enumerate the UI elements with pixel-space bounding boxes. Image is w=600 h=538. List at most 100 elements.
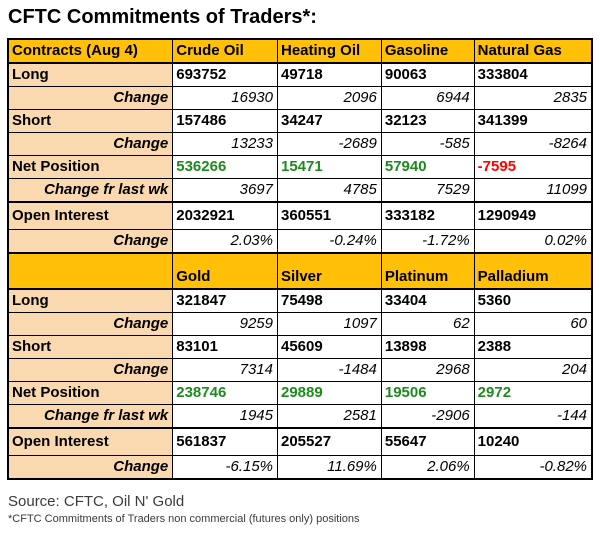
table-cell: 3697 [172, 178, 278, 203]
table-cell: 4785 [277, 178, 382, 203]
table-cell: 32123 [380, 109, 475, 133]
header-contracts: Contracts (Aug 4) [7, 38, 174, 64]
table-cell: 34247 [277, 109, 382, 133]
table-row-long: Long 321847 75498 33404 5360 [7, 288, 593, 313]
net-position-cell: 57940 [380, 155, 475, 179]
row-label: Open Interest [7, 427, 174, 456]
table-cell: -585 [380, 132, 475, 156]
table-cell: 75498 [277, 288, 382, 313]
table-cell: 1945 [172, 404, 278, 429]
table-cell: 2388 [473, 335, 593, 359]
table-row-short: Short 83101 45609 13898 2388 [7, 335, 593, 359]
table-row-change-fr-last-wk: Change fr last wk 1945 2581 -2906 -144 [7, 404, 593, 429]
row-label: Long [7, 288, 174, 313]
net-position-cell: -7595 [473, 155, 593, 179]
table-cell: 90063 [380, 62, 475, 87]
table-cell: -1.72% [380, 229, 475, 254]
table-cell: 13233 [172, 132, 278, 156]
table-cell: 16930 [172, 86, 278, 110]
table-row-short: Short 157486 34247 32123 341399 [7, 109, 593, 133]
header-silver: Silver [277, 252, 382, 290]
row-label: Change [7, 132, 174, 156]
header-gold: Gold [172, 252, 278, 290]
row-label: Change [7, 229, 174, 254]
table-cell: -8264 [473, 132, 593, 156]
table-cell: 2096 [277, 86, 382, 110]
table-cell: 49718 [277, 62, 382, 87]
table-cell: -1484 [277, 358, 382, 382]
source-text: Source: CFTC, Oil N' Gold [8, 493, 185, 510]
table-cell: 7314 [172, 358, 278, 382]
table-section-metals: Gold Silver Platinum Palladium Long 3218… [7, 252, 593, 480]
table-cell: 33404 [380, 288, 475, 313]
page-title: CFTC Commitments of Traders*: [8, 6, 317, 28]
table-row-long-change: Change 9259 1097 62 60 [7, 312, 593, 336]
table-cell: 2968 [380, 358, 475, 382]
table-row-change-fr-last-wk: Change fr last wk 3697 4785 7529 11099 [7, 178, 593, 203]
row-label: Short [7, 109, 174, 133]
header-blank [7, 252, 174, 290]
table-row-oi-change: Change 2.03% -0.24% -1.72% 0.02% [7, 229, 593, 254]
row-label: Net Position [7, 381, 174, 405]
row-label: Short [7, 335, 174, 359]
table-cell: 9259 [172, 312, 278, 336]
table-row-open-interest: Open Interest 561837 205527 55647 10240 [7, 427, 593, 456]
row-label: Change [7, 358, 174, 382]
table-cell: 205527 [277, 427, 382, 456]
table-cell: 333182 [380, 201, 475, 230]
table-cell: 0.02% [473, 229, 593, 254]
net-position-cell: 19506 [380, 381, 475, 405]
table-cell: 204 [473, 358, 593, 382]
row-label: Change [7, 86, 174, 110]
table-cell: -0.24% [277, 229, 382, 254]
net-position-cell: 536266 [172, 155, 278, 179]
row-label: Change fr last wk [7, 404, 174, 429]
header-crude-oil: Crude Oil [172, 38, 278, 64]
table-cell: 60 [473, 312, 593, 336]
table-cell: 6944 [380, 86, 475, 110]
table-cell: 1097 [277, 312, 382, 336]
header-palladium: Palladium [473, 252, 593, 290]
table-row-net-position: Net Position 536266 15471 57940 -7595 [7, 155, 593, 179]
header-natural-gas: Natural Gas [473, 38, 593, 64]
table-cell: 11099 [473, 178, 593, 203]
table-cell: 360551 [277, 201, 382, 230]
table-cell: 1290949 [473, 201, 593, 230]
net-position-cell: 15471 [277, 155, 382, 179]
table-cell: 2.03% [172, 229, 278, 254]
cot-table: Contracts (Aug 4) Crude Oil Heating Oil … [7, 38, 593, 480]
table-row-long: Long 693752 49718 90063 333804 [7, 62, 593, 87]
net-position-cell: 29889 [277, 381, 382, 405]
table-row-oi-change: Change -6.15% 11.69% 2.06% -0.82% [7, 455, 593, 480]
table-cell: -144 [473, 404, 593, 429]
table-cell: 2.06% [380, 455, 475, 480]
table-cell: 333804 [473, 62, 593, 87]
row-label: Net Position [7, 155, 174, 179]
table-cell: 45609 [277, 335, 382, 359]
table-cell: 2835 [473, 86, 593, 110]
row-label: Long [7, 62, 174, 87]
table-cell: 83101 [172, 335, 278, 359]
footnote-text: *CFTC Commitments of Traders non commerc… [8, 513, 360, 525]
row-label: Change [7, 312, 174, 336]
table-cell: 693752 [172, 62, 278, 87]
table-cell: 157486 [172, 109, 278, 133]
table-cell: 561837 [172, 427, 278, 456]
net-position-cell: 2972 [473, 381, 593, 405]
table-cell: 13898 [380, 335, 475, 359]
net-position-cell: 238746 [172, 381, 278, 405]
header-platinum: Platinum [380, 252, 475, 290]
table-cell: 11.69% [277, 455, 382, 480]
table-cell: 62 [380, 312, 475, 336]
header-gasoline: Gasoline [380, 38, 475, 64]
table-cell: -6.15% [172, 455, 278, 480]
row-label: Change fr last wk [7, 178, 174, 203]
table-cell: 2581 [277, 404, 382, 429]
table-cell: 5360 [473, 288, 593, 313]
table-cell: -2906 [380, 404, 475, 429]
table-section-energy: Contracts (Aug 4) Crude Oil Heating Oil … [7, 38, 593, 254]
table-cell: 55647 [380, 427, 475, 456]
table-row-short-change: Change 13233 -2689 -585 -8264 [7, 132, 593, 156]
table-row-open-interest: Open Interest 2032921 360551 333182 1290… [7, 201, 593, 230]
